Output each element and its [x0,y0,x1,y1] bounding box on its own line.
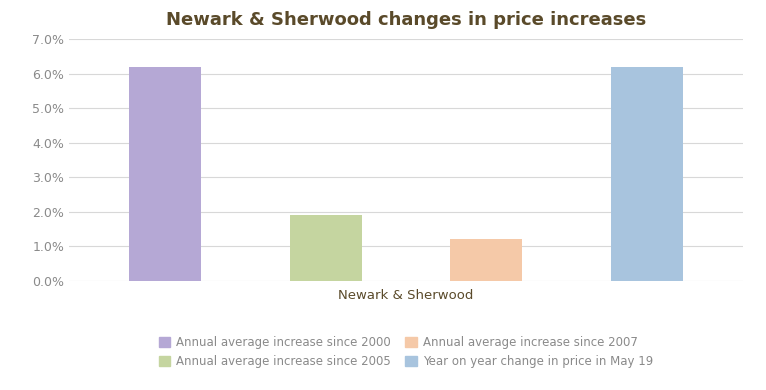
Bar [290,215,362,281]
Title: Newark & Sherwood changes in price increases: Newark & Sherwood changes in price incre… [166,11,646,29]
Bar [611,67,683,281]
Bar [450,239,522,281]
X-axis label: Newark & Sherwood: Newark & Sherwood [339,289,473,302]
Legend: Annual average increase since 2000, Annual average increase since 2005, Annual a: Annual average increase since 2000, Annu… [152,330,660,374]
Bar [129,67,201,281]
